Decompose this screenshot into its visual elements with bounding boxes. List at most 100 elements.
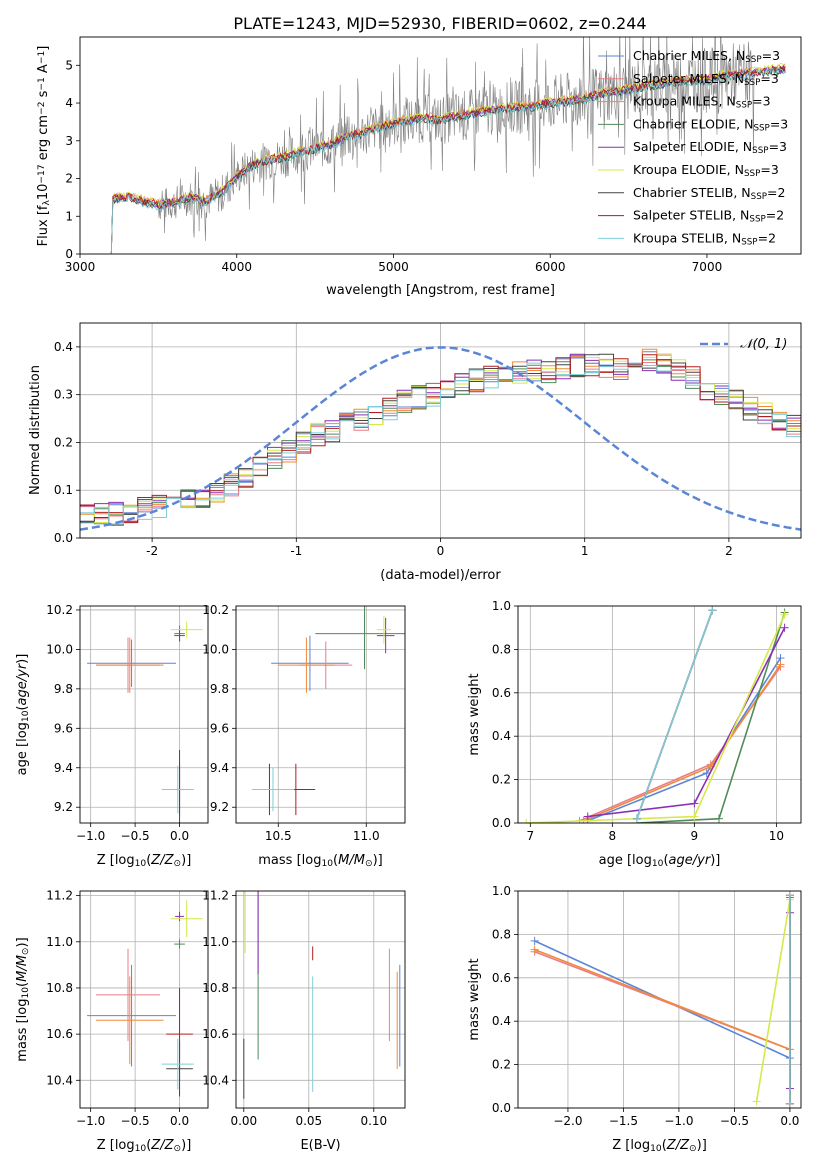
legend-label: Kroupa ELODIE, NSSP=3 — [633, 162, 779, 179]
age_vs_Z-plot-area — [87, 621, 203, 823]
y-tick-label: 0.8 — [492, 927, 511, 941]
x-tick-label: 5000 — [378, 260, 409, 274]
age_vs_mass-panel: 10.5 11.0 9.2 9.4 9.6 9.8 10.0 10.2 mass [log10(… — [202, 603, 406, 869]
legend-label-part: SSP — [745, 55, 761, 65]
y-tick-label: 11.0 — [46, 935, 73, 949]
residuals-y-label: Normed distribution — [28, 365, 43, 495]
y-tick-label: 0.1 — [54, 483, 73, 497]
spectrum-frame — [79, 36, 802, 255]
legend-label-part: =2 — [767, 185, 785, 200]
x-tick-label: −1.5 — [609, 1114, 638, 1128]
age_vs_mass-x-label-part: mass [log — [258, 853, 321, 868]
weight-line-kroupa-elodie — [755, 899, 791, 1102]
spectrum-y-label-part: A — [36, 64, 51, 77]
histogram-salpeter-elodie — [80, 353, 801, 523]
model-spectrum-kroupa-elodie — [110, 63, 786, 254]
y-tick-label: 10.6 — [202, 1027, 229, 1041]
y-tick-label: 0.3 — [54, 388, 73, 402]
y-tick-label: 9.2 — [54, 800, 73, 814]
spectrum-y-label-part: Flux [f — [36, 205, 51, 246]
x-tick-label: 10.5 — [265, 829, 292, 843]
histogram-kroupa-stelib — [80, 362, 801, 525]
mass_vs_Z-x-label-part: ( — [146, 1138, 151, 1153]
mass_vs_Z-x-label-part: ⊙ — [174, 1144, 182, 1154]
y-tick-label: 0.0 — [492, 1101, 511, 1115]
mass_vs_Z-x-label-part: Z [log — [97, 1138, 135, 1153]
legend-label-part: Chabrier MILES, N — [633, 48, 745, 63]
age_vs_Z-y-label-part: age [log — [15, 722, 30, 775]
legend-label-part: =3 — [752, 94, 770, 109]
legend-label-part: SSP — [752, 146, 768, 156]
spectrum-y-label-part: −1 — [37, 51, 47, 64]
age_vs_mass-x-label-part: ( — [333, 853, 338, 868]
mass_weight_vs_Z-x-label-part: Z/Z — [666, 1138, 690, 1153]
x-tick-label: 0.0 — [170, 829, 189, 843]
legend-label-part: =2 — [766, 208, 784, 223]
y-tick-label: 0.8 — [492, 642, 511, 656]
mass_weight_vs_age-plot-area — [522, 606, 789, 823]
y-tick-label: 3 — [65, 134, 73, 148]
age_vs_mass-frame — [235, 605, 406, 824]
age_vs_mass-x-label-part: 10 — [321, 859, 333, 869]
legend-label-part: SSP — [736, 101, 752, 111]
legend-label-part: Salpeter ELODIE, N — [633, 139, 752, 154]
y-tick-label: 10.0 — [202, 642, 229, 656]
x-tick-label: −2.0 — [553, 1114, 582, 1128]
legend-label: 𝒩(0, 1) — [740, 337, 787, 352]
mass_weight_vs_Z-y-label: mass weight — [467, 958, 482, 1040]
y-tick-label: 0 — [65, 247, 73, 261]
mass_vs_ebv-x-label: E(B-V) — [300, 1138, 340, 1153]
mass_weight_vs_Z-plot-area — [530, 891, 794, 1108]
x-tick-label: 10 — [769, 829, 784, 843]
mass_weight_vs_age-x-label-part: age/yr — [669, 853, 712, 868]
legend-label-part: Kroupa STELIB, N — [633, 230, 741, 245]
mass_weight_vs_age-x-label-part: )] — [710, 853, 720, 868]
y-tick-label: 1 — [65, 209, 73, 223]
observed-spectrum-line — [158, 37, 755, 241]
y-tick-label: 0.6 — [492, 971, 511, 985]
mass_vs_Z-x-label-part: Z/Z — [150, 1138, 174, 1153]
legend-label-part: =3 — [769, 139, 787, 154]
y-tick-label: 9.6 — [210, 721, 229, 735]
y-tick-label: 10.6 — [46, 1027, 73, 1041]
histogram-salpeter-miles — [80, 354, 801, 522]
y-tick-label: 0.2 — [54, 435, 73, 449]
residuals-plot-area — [80, 346, 801, 531]
age_vs_mass-plot-area — [251, 606, 405, 816]
x-tick-label: −1.0 — [76, 829, 105, 843]
y-tick-label: 5 — [65, 58, 73, 72]
legend-label-part: Salpeter MILES, N — [633, 71, 744, 86]
mass_weight_vs_Z-x-label-part: 10 — [650, 1144, 662, 1154]
y-tick-label: 0.4 — [492, 729, 511, 743]
legend-label-part: =3 — [770, 116, 788, 131]
mass_weight_vs_age-y-label: mass weight — [467, 673, 482, 755]
x-tick-label: −0.5 — [121, 829, 150, 843]
x-tick-label: -1 — [290, 544, 302, 558]
mass_vs_Z-x-label-part: )] — [181, 1138, 191, 1153]
legend-label-part: SSP — [744, 78, 760, 88]
spectrum-y-label-part: −1 — [37, 77, 47, 90]
x-tick-label: 0.0 — [170, 1114, 189, 1128]
mass_vs_ebv-plot-area — [243, 891, 401, 1099]
spectrum-y-label: Flux [fλ10−17 erg cm−2 s−1 A−1] — [36, 46, 52, 247]
y-tick-label: 9.8 — [54, 682, 73, 696]
y-tick-label: 0.0 — [54, 531, 73, 545]
x-tick-label: 0.00 — [230, 1114, 257, 1128]
y-tick-label: 0.0 — [492, 816, 511, 830]
y-tick-label: 11.2 — [46, 889, 73, 903]
x-tick-label: 2 — [725, 544, 733, 558]
mass_vs_Z-x-label-part: 10 — [135, 1144, 147, 1154]
mass_vs_ebv-frame — [235, 890, 406, 1109]
mass_weight_vs_Z-panel: −2.0 −1.5 −1.0 −0.5 0.0 0.0 0.2 0.4 0.6 0.8 1.0 Z [… — [467, 884, 802, 1154]
x-tick-label: 0 — [437, 544, 445, 558]
y-tick-label: 0.6 — [492, 686, 511, 700]
mass_weight_vs_age-x-label-part: ( — [663, 853, 668, 868]
legend-label-part: Chabrier ELODIE, N — [633, 116, 753, 131]
legend-label-part: SSP — [751, 192, 767, 202]
y-tick-label: 10.4 — [46, 1073, 73, 1087]
legend-label: Chabrier MILES, NSSP=3 — [633, 48, 780, 65]
weight-line-kroupa-elodie — [526, 614, 786, 823]
mass_vs_Z-plot-area — [87, 900, 203, 1097]
legend-label-part: Chabrier STELIB, N — [633, 185, 751, 200]
age_vs_Z-x-label-part: Z [log — [97, 853, 135, 868]
